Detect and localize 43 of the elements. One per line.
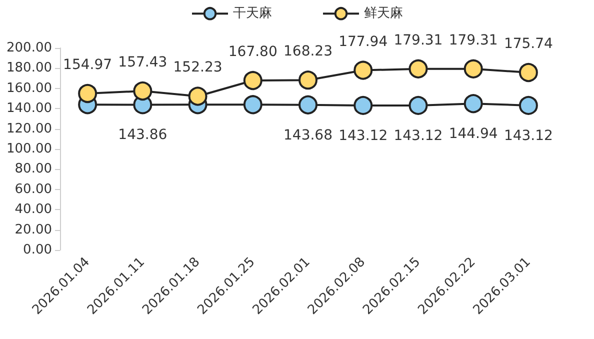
data-label: 144.94: [448, 126, 498, 142]
data-label: 143.68: [284, 127, 332, 144]
point: [518, 96, 538, 115]
data-label: 143.86: [118, 127, 168, 144]
y-tick-label: 20.00: [14, 222, 52, 238]
point: [354, 60, 373, 80]
point: [518, 63, 538, 82]
data-label: 179.31: [394, 32, 443, 48]
data-label: 167.80: [228, 44, 278, 60]
point: [408, 96, 428, 115]
point: [298, 95, 318, 114]
data-label: 143.12: [504, 128, 553, 144]
point: [354, 96, 373, 115]
y-tick-label: 120.00: [6, 121, 52, 136]
point: [464, 94, 483, 114]
point: [408, 59, 428, 78]
y-tick-label: 160.00: [6, 80, 52, 96]
point: [243, 71, 262, 90]
data-label: 157.43: [118, 54, 168, 70]
data-label: 154.97: [63, 56, 112, 73]
y-tick-label: 180.00: [6, 60, 52, 76]
data-label: 152.23: [173, 60, 222, 76]
point: [188, 86, 208, 106]
y-tick-label: 0.00: [23, 242, 52, 258]
y-tick-label: 60.00: [14, 182, 52, 197]
data-label: 168.23: [284, 44, 332, 60]
data-label: 179.31: [448, 32, 498, 48]
data-label: 143.12: [394, 128, 443, 144]
y-tick-label: 100.00: [6, 142, 52, 156]
point: [78, 84, 98, 103]
point: [243, 95, 262, 114]
legend-label: 鲜天麻: [364, 6, 403, 22]
point: [133, 82, 152, 100]
data-label: 177.94: [338, 34, 388, 50]
legend-label: 干天麻: [233, 6, 272, 22]
y-tick-label: 140.00: [6, 101, 52, 116]
y-tick-label: 200.00: [6, 40, 52, 56]
y-tick-label: 40.00: [14, 202, 52, 218]
point: [298, 70, 318, 90]
data-label: 143.12: [338, 128, 388, 144]
y-tick-label: 80.00: [14, 162, 52, 177]
point: [464, 59, 483, 78]
data-label: 175.74: [504, 36, 554, 52]
